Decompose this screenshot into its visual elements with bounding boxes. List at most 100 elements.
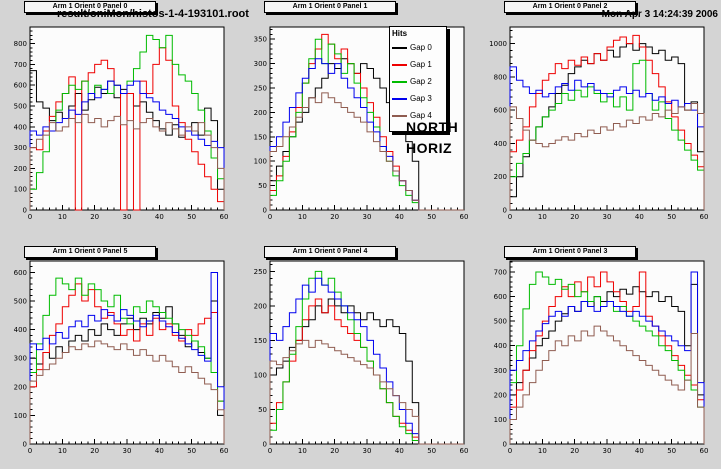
histogram-plot-panel-5[interactable]: 0 100 200 300 400 500 600 0 10 20 30 40 50 60 [0,234,240,468]
svg-text:300: 300 [254,60,267,68]
svg-text:500: 500 [14,103,27,111]
svg-text:50: 50 [427,213,436,221]
legend-entry-gap-0: Gap 0 [390,39,446,56]
legend-title: Hits [392,29,408,38]
svg-text:200: 200 [494,391,507,399]
svg-text:500: 500 [14,298,27,306]
pad-panel-4[interactable]: Arm 1 Orient 0 Panel 4 0 50 100 150 200 250 0 1… [240,234,480,468]
histogram-plot-panel-1[interactable]: 0 50 100 150 200 250 300 350 0 10 20 30 40 50 60 [240,0,480,234]
svg-text:250: 250 [254,85,267,93]
svg-text:40: 40 [155,213,164,221]
svg-text:400: 400 [14,326,27,334]
svg-text:0: 0 [28,447,32,455]
svg-text:0: 0 [23,207,27,215]
svg-text:50: 50 [187,213,196,221]
pad-panel-5[interactable]: Arm 1 Orient 0 Panel 5 0 100 200 300 400 500 6… [0,234,240,468]
svg-text:200: 200 [254,302,267,310]
pad-panel-1[interactable]: Arm 1 Orient 0 Panel 1 0 50 100 150 200 250 30… [240,0,480,234]
pad-panel-0[interactable]: Arm 1 Orient 0 Panel 0 0 100 200 300 400 500 6… [0,0,240,234]
gap-4-line-sample [392,114,407,117]
svg-text:10: 10 [538,447,547,455]
svg-text:60: 60 [220,213,229,221]
svg-text:0: 0 [508,213,512,221]
svg-text:40: 40 [635,213,644,221]
svg-text:50: 50 [258,406,267,414]
svg-text:150: 150 [254,133,267,141]
svg-text:500: 500 [494,318,507,326]
svg-text:0: 0 [503,441,507,449]
canvas-title: result/oniMon/histos-1-4-193101.root [57,8,249,20]
svg-text:150: 150 [254,337,267,345]
svg-text:20: 20 [90,213,99,221]
legend-box[interactable]: Hits Gap 0 Gap 1 Gap 2 Gap 3 Gap 4 [389,26,447,132]
svg-text:50: 50 [427,447,436,455]
svg-text:10: 10 [58,213,67,221]
svg-text:30: 30 [363,447,372,455]
svg-text:700: 700 [14,61,27,69]
svg-text:100: 100 [254,371,267,379]
legend-entry-label: Gap 0 [410,43,432,52]
svg-text:100: 100 [14,412,27,420]
pad-panel-2[interactable]: Arm 1 Orient 0 Panel 2 0 200 400 600 800 1000… [480,0,720,234]
gap-3-line-sample [392,97,407,100]
svg-text:40: 40 [155,447,164,455]
pad-title-panel-1[interactable]: Arm 1 Orient 0 Panel 1 [264,1,396,13]
svg-text:400: 400 [494,342,507,350]
legend-entry-gap-3: Gap 3 [390,90,446,107]
svg-text:600: 600 [494,107,507,115]
svg-text:60: 60 [460,447,469,455]
svg-text:20: 20 [570,213,579,221]
histogram-plot-panel-4[interactable]: 0 50 100 150 200 250 0 10 20 30 40 50 60 [240,234,480,468]
pad-panel-3[interactable]: Arm 1 Orient 0 Panel 3 0 100 200 300 400 500 6… [480,234,720,468]
svg-text:20: 20 [90,447,99,455]
pad-title-panel-2[interactable]: Arm 1 Orient 0 Panel 2 [504,1,636,13]
svg-text:1000: 1000 [489,40,507,48]
svg-text:0: 0 [508,447,512,455]
legend-entry-label: Gap 3 [410,94,432,103]
svg-text:40: 40 [395,447,404,455]
annotation-north-horiz: NORTH HORIZ [406,117,458,159]
svg-text:100: 100 [494,416,507,424]
svg-text:300: 300 [14,355,27,363]
svg-text:200: 200 [494,173,507,181]
svg-text:30: 30 [123,447,132,455]
pad-title-panel-5[interactable]: Arm 1 Orient 0 Panel 5 [24,246,156,258]
pad-title-panel-0[interactable]: Arm 1 Orient 0 Panel 0 [24,1,156,13]
svg-text:700: 700 [494,269,507,277]
svg-text:50: 50 [258,182,267,190]
svg-text:40: 40 [395,213,404,221]
legend-entry-label: Gap 1 [410,60,432,69]
svg-text:0: 0 [503,207,507,215]
pad-title-panel-4[interactable]: Arm 1 Orient 0 Panel 4 [264,246,396,258]
svg-text:300: 300 [494,367,507,375]
svg-text:0: 0 [268,213,272,221]
legend-entry-label: Gap 2 [410,77,432,86]
svg-text:600: 600 [494,293,507,301]
svg-text:0: 0 [23,441,27,449]
svg-text:30: 30 [123,213,132,221]
annotation-line-north: NORTH [406,119,459,135]
legend-entry-label: Gap 4 [410,111,432,120]
svg-text:60: 60 [700,213,709,221]
svg-text:50: 50 [667,213,676,221]
svg-text:200: 200 [254,109,267,117]
histogram-plot-panel-2[interactable]: 0 200 400 600 800 1000 0 10 20 30 40 50 60 [480,0,720,234]
svg-text:300: 300 [14,144,27,152]
histogram-plot-panel-0[interactable]: 0 100 200 300 400 500 600 700 800 0 10 20 30 40 50 60 [0,0,240,234]
svg-text:200: 200 [14,165,27,173]
pad-title-panel-3[interactable]: Arm 1 Orient 0 Panel 3 [504,246,636,258]
svg-text:350: 350 [254,36,267,44]
svg-text:100: 100 [254,158,267,166]
svg-text:600: 600 [14,269,27,277]
svg-text:800: 800 [494,73,507,81]
date-stamp: Mon Apr 3 14:24:39 2006 [601,9,718,20]
svg-text:30: 30 [603,213,612,221]
legend-entry-gap-1: Gap 1 [390,56,446,73]
histogram-plot-panel-3[interactable]: 0 100 200 300 400 500 600 700 0 10 20 30 40 50 60 [480,234,720,468]
svg-text:20: 20 [330,447,339,455]
svg-text:40: 40 [635,447,644,455]
svg-text:10: 10 [298,213,307,221]
svg-text:0: 0 [263,441,267,449]
annotation-line-horiz: HORIZ [406,140,453,156]
